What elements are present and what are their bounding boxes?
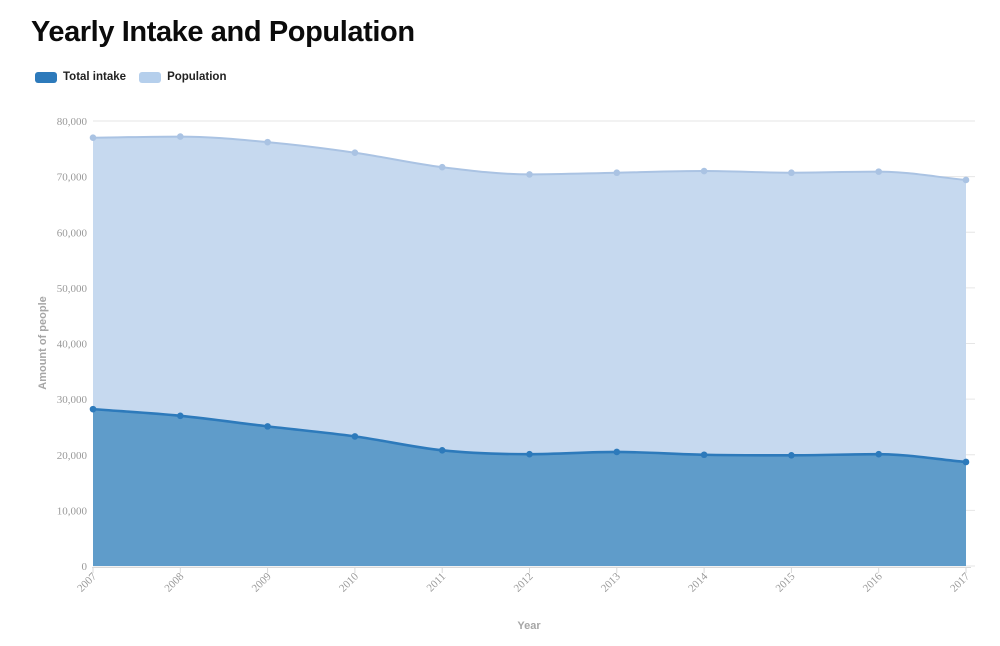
x-tick-label-2008: 2008 xyxy=(162,570,186,594)
x-tick-label-2014: 2014 xyxy=(686,570,710,594)
data-point-total-intake-2012[interactable] xyxy=(526,450,533,458)
data-point-total-intake-2007[interactable] xyxy=(89,405,97,413)
legend-label-population: Population xyxy=(167,71,227,83)
chart-title: Yearly Intake and Population xyxy=(31,16,415,48)
data-point-population-2017[interactable] xyxy=(962,176,970,184)
x-tick-label-2015: 2015 xyxy=(773,570,797,594)
legend-label-total-intake: Total intake xyxy=(63,71,127,83)
data-point-total-intake-2008[interactable] xyxy=(177,412,184,420)
series-layer xyxy=(89,133,970,566)
y-axis-title: Amount of people xyxy=(37,296,49,390)
y-tick-label-20000: 20,000 xyxy=(57,450,88,462)
chart-legend: Total intake Population xyxy=(35,71,226,83)
data-point-population-2012[interactable] xyxy=(526,171,533,178)
x-tick-label-2010: 2010 xyxy=(337,570,361,594)
data-point-population-2010[interactable] xyxy=(351,149,359,157)
y-tick-label-50000: 50,000 xyxy=(57,283,88,295)
y-tick-label-80000: 80,000 xyxy=(57,116,88,128)
data-point-total-intake-2015[interactable] xyxy=(788,452,795,459)
data-point-population-2008[interactable] xyxy=(177,133,184,140)
x-tick-label-2007: 2007 xyxy=(75,570,99,594)
y-tick-label-30000: 30,000 xyxy=(57,394,88,406)
data-point-total-intake-2011[interactable] xyxy=(438,447,446,454)
y-tick-label-70000: 70,000 xyxy=(57,172,88,184)
data-point-population-2016[interactable] xyxy=(875,168,882,175)
y-tick-label-0: 0 xyxy=(82,561,88,573)
y-tick-label-10000: 10,000 xyxy=(57,505,88,517)
legend-swatch-total-intake xyxy=(35,71,57,83)
data-point-population-2013[interactable] xyxy=(613,169,621,177)
data-point-population-2014[interactable] xyxy=(700,167,708,175)
data-point-population-2009[interactable] xyxy=(264,138,271,146)
series-area-total-intake xyxy=(93,409,966,566)
data-point-population-2011[interactable] xyxy=(438,163,446,171)
data-point-total-intake-2016[interactable] xyxy=(875,450,882,458)
data-point-population-2015[interactable] xyxy=(788,169,795,177)
y-tick-label-40000: 40,000 xyxy=(57,339,88,351)
axis-layer xyxy=(92,567,971,573)
x-tick-label-2016: 2016 xyxy=(861,570,885,594)
x-tick-label-2011: 2011 xyxy=(425,571,449,595)
legend-item-population[interactable]: Population xyxy=(139,71,226,83)
x-tick-label-2012: 2012 xyxy=(512,571,536,595)
x-tick-label-2017: 2017 xyxy=(948,570,972,594)
data-point-total-intake-2017[interactable] xyxy=(962,458,970,466)
y-tick-label-60000: 60,000 xyxy=(57,227,88,239)
data-point-total-intake-2013[interactable] xyxy=(613,448,621,456)
data-point-total-intake-2014[interactable] xyxy=(700,451,708,459)
data-point-total-intake-2009[interactable] xyxy=(264,423,271,430)
legend-swatch-population xyxy=(139,71,162,83)
data-point-total-intake-2010[interactable] xyxy=(351,433,359,440)
x-axis-title: Year xyxy=(517,620,541,632)
x-tick-label-2013: 2013 xyxy=(599,570,623,594)
legend-item-total-intake[interactable]: Total intake xyxy=(35,71,126,83)
data-point-population-2007[interactable] xyxy=(89,134,97,141)
x-tick-label-2009: 2009 xyxy=(250,570,274,594)
